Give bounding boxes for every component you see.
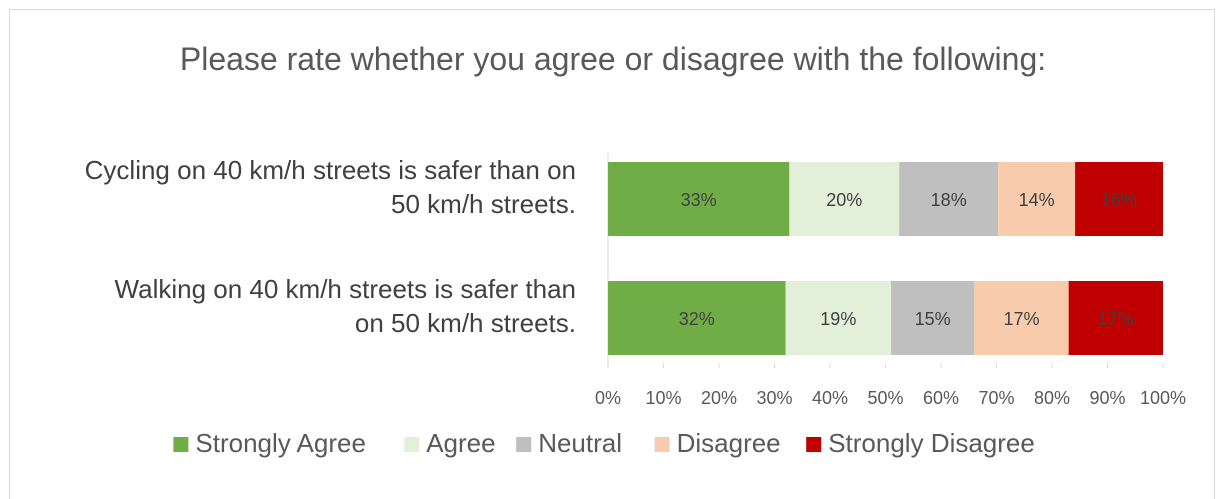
legend-swatch [173, 437, 189, 452]
data-label: 17% [1098, 309, 1134, 329]
chart-title: Please rate whether you agree or disagre… [180, 41, 1046, 77]
x-tick-label: 40% [812, 388, 848, 408]
bar-segment [785, 281, 892, 355]
bar-segment [789, 162, 900, 236]
x-tick-label: 60% [923, 388, 959, 408]
data-label: 18% [931, 190, 967, 210]
legend-swatch [654, 437, 670, 452]
data-label: 32% [679, 309, 715, 329]
data-label: 15% [915, 309, 951, 329]
bar-segment [1075, 162, 1163, 236]
bar-segment [899, 162, 999, 236]
bar-segment [998, 162, 1076, 236]
category-label: Cycling on 40 km/h streets is safer than… [85, 155, 576, 219]
bar-segment [608, 281, 786, 355]
bar-segment [1068, 281, 1163, 355]
x-tick-label: 100% [1140, 388, 1186, 408]
legend: Strongly Agree Agree Neutral Disagree Strong… [173, 428, 1035, 458]
legend-label: Strongly Disagree [828, 428, 1035, 458]
legend-label: Neutral [538, 428, 622, 458]
data-label: 17% [1003, 309, 1039, 329]
bar-segment [974, 281, 1069, 355]
legend-label: Strongly Agree [195, 428, 366, 458]
plot-area: 0% 10% 20% 30% 40% 50% 60% 70% 80% 90% 100% Cycling… [85, 153, 1186, 408]
x-tick-label: 10% [645, 388, 681, 408]
stacked-bar-chart: Please rate whether you agree or disagre… [85, 41, 1186, 458]
data-label: 33% [681, 190, 717, 210]
data-label: 20% [826, 190, 862, 210]
chart-frame: Please rate whether you agree or disagre… [9, 9, 1215, 499]
legend-label: Agree [426, 428, 495, 458]
data-label: 14% [1019, 190, 1055, 210]
legend-swatch [516, 437, 532, 452]
legend-swatch [404, 437, 420, 452]
x-tick-label: 80% [1034, 388, 1070, 408]
x-tick-label: 90% [1089, 388, 1125, 408]
x-tick-label: 30% [756, 388, 792, 408]
bar-segment [891, 281, 975, 355]
legend-swatch [806, 437, 822, 452]
legend-label: Disagree [677, 428, 781, 458]
bar-segment [608, 162, 790, 236]
data-label: 19% [820, 309, 856, 329]
x-tick-label: 50% [867, 388, 903, 408]
x-tick-label: 0% [595, 388, 621, 408]
category-label: Walking on 40 km/h streets is safer than… [115, 274, 576, 338]
x-tick-label: 20% [701, 388, 737, 408]
data-label: 16% [1101, 190, 1137, 210]
x-tick-label: 70% [978, 388, 1014, 408]
